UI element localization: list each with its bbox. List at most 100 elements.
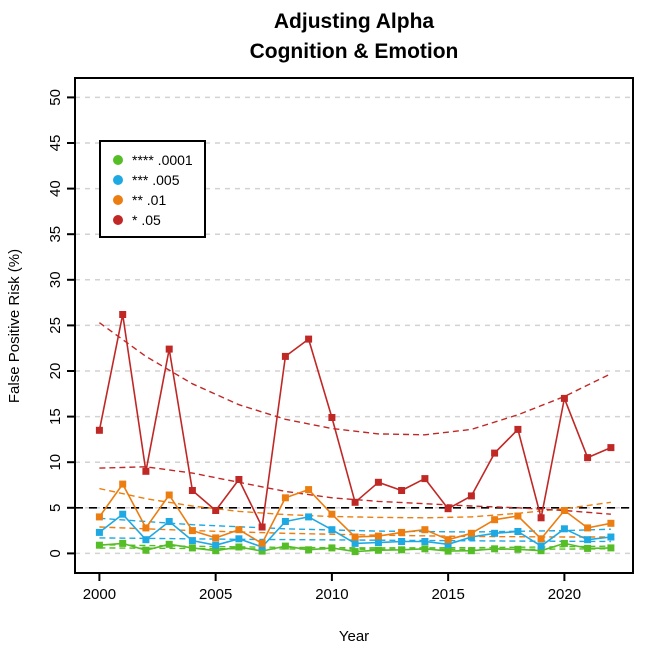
chart-title-line2: Cognition & Emotion bbox=[249, 40, 459, 63]
data-point-alpha-0001-2007 bbox=[258, 547, 266, 555]
data-point-alpha-01-2002 bbox=[142, 524, 150, 532]
data-point-alpha-005-2007 bbox=[258, 543, 266, 551]
data-point-alpha-05-2011 bbox=[351, 498, 359, 506]
data-point-alpha-05-2019 bbox=[537, 514, 545, 522]
data-point-alpha-005-2021 bbox=[584, 536, 592, 544]
data-point-alpha-01-2004 bbox=[188, 527, 196, 535]
data-point-alpha-01-2003 bbox=[165, 491, 173, 499]
data-point-alpha-01-2019 bbox=[537, 535, 545, 543]
y-tick-label-10: 10 bbox=[47, 454, 64, 471]
legend-label: ** .01 bbox=[132, 192, 167, 208]
legend-label: * .05 bbox=[132, 212, 161, 228]
data-point-alpha-01-2000 bbox=[95, 513, 103, 521]
data-point-alpha-05-2008 bbox=[281, 352, 289, 360]
data-point-alpha-0001-2006 bbox=[235, 543, 243, 551]
data-point-alpha-005-2000 bbox=[95, 528, 103, 536]
y-tick-label-20: 20 bbox=[47, 363, 64, 380]
data-point-alpha-0001-2001 bbox=[119, 539, 127, 547]
data-point-alpha-005-2010 bbox=[328, 526, 336, 534]
y-tick-label-50: 50 bbox=[47, 89, 64, 106]
data-point-alpha-05-2006 bbox=[235, 476, 243, 483]
data-point-alpha-0001-2017 bbox=[491, 545, 499, 553]
y-tick-label-0: 0 bbox=[47, 549, 64, 557]
data-point-alpha-005-2011 bbox=[351, 539, 359, 547]
data-point-alpha-01-2017 bbox=[491, 516, 499, 524]
data-point-alpha-005-2006 bbox=[235, 535, 243, 543]
data-point-alpha-05-2013 bbox=[398, 487, 406, 494]
data-point-alpha-005-2020 bbox=[560, 525, 568, 533]
data-point-alpha-0001-2014 bbox=[421, 545, 429, 553]
legend-item-05: * .05 bbox=[101, 210, 204, 230]
data-point-alpha-0001-2019 bbox=[537, 547, 545, 555]
data-point-alpha-005-2012 bbox=[374, 539, 382, 546]
data-point-alpha-01-2006 bbox=[235, 526, 243, 534]
data-point-alpha-0001-2009 bbox=[305, 546, 313, 554]
data-point-alpha-005-2017 bbox=[491, 529, 499, 537]
legend-label: **** .0001 bbox=[132, 152, 193, 168]
trend-curve-alpha-005-1 bbox=[99, 517, 611, 533]
data-point-alpha-0001-2002 bbox=[142, 546, 150, 554]
data-point-alpha-005-2015 bbox=[444, 540, 452, 548]
data-point-alpha-01-2015 bbox=[444, 536, 452, 544]
data-point-alpha-0001-2022 bbox=[607, 544, 615, 552]
data-point-alpha-005-2004 bbox=[188, 537, 196, 545]
data-point-alpha-0001-2004 bbox=[188, 544, 196, 552]
data-point-alpha-005-2022 bbox=[607, 533, 615, 541]
legend-marker-icon bbox=[113, 195, 123, 205]
x-tick-label-2015: 2015 bbox=[431, 586, 464, 603]
y-tick-label-30: 30 bbox=[47, 271, 64, 288]
x-tick-label-2010: 2010 bbox=[315, 586, 348, 603]
y-tick-label-5: 5 bbox=[47, 504, 64, 512]
legend-marker-icon bbox=[113, 175, 123, 185]
y-axis-title: False Positive Risk (%) bbox=[6, 248, 23, 404]
data-point-alpha-0001-2018 bbox=[514, 545, 522, 553]
y-tick-label-15: 15 bbox=[47, 408, 64, 425]
data-point-alpha-01-2021 bbox=[584, 524, 592, 532]
data-point-alpha-0001-2015 bbox=[444, 547, 452, 555]
data-point-alpha-0001-2011 bbox=[351, 548, 359, 556]
data-point-alpha-05-2021 bbox=[584, 454, 592, 462]
data-point-alpha-0001-2000 bbox=[95, 541, 103, 549]
chart-title: Adjusting Alpha Cognition & Emotion bbox=[75, 7, 633, 67]
data-point-alpha-005-2002 bbox=[142, 536, 150, 544]
data-point-alpha-05-2002 bbox=[142, 467, 150, 475]
data-point-alpha-05-2016 bbox=[467, 492, 475, 500]
data-point-alpha-05-2012 bbox=[374, 478, 382, 486]
data-point-alpha-005-2018 bbox=[514, 528, 522, 535]
legend-marker-icon bbox=[113, 155, 123, 165]
data-point-alpha-005-2001 bbox=[119, 510, 127, 518]
data-point-alpha-0001-2008 bbox=[281, 542, 289, 550]
data-point-alpha-01-2010 bbox=[328, 510, 336, 518]
legend-marker-icon bbox=[113, 215, 123, 225]
data-point-alpha-005-2005 bbox=[212, 541, 220, 549]
data-point-alpha-01-2020 bbox=[560, 507, 568, 514]
data-point-alpha-01-2001 bbox=[119, 480, 127, 488]
data-point-alpha-05-2015 bbox=[444, 505, 452, 513]
x-tick-label-2005: 2005 bbox=[199, 586, 232, 603]
trend-curve-alpha-05-2 bbox=[99, 466, 611, 515]
x-axis-title: Year bbox=[338, 628, 370, 645]
trend-curve-alpha-05-1 bbox=[98, 322, 612, 436]
data-point-alpha-005-2016 bbox=[467, 533, 475, 541]
data-point-alpha-05-2000 bbox=[95, 426, 103, 434]
data-point-alpha-05-2005 bbox=[212, 507, 220, 514]
legend-item-01: ** .01 bbox=[101, 190, 204, 210]
legend-item-005: *** .005 bbox=[101, 170, 204, 190]
data-point-alpha-005-2008 bbox=[281, 518, 289, 525]
data-point-alpha-0001-2005 bbox=[212, 547, 220, 555]
data-point-alpha-05-2022 bbox=[607, 444, 615, 452]
x-tick-label-2000: 2000 bbox=[83, 586, 116, 603]
data-point-alpha-005-2003 bbox=[165, 518, 173, 525]
legend: **** .0001 *** .005 ** .01 * .05 bbox=[99, 140, 206, 238]
data-point-alpha-05-2010 bbox=[328, 414, 336, 421]
x-tick-label-2020: 2020 bbox=[548, 586, 581, 603]
data-point-alpha-05-2001 bbox=[119, 311, 127, 318]
data-point-alpha-05-2004 bbox=[188, 487, 196, 494]
data-point-alpha-0001-2003 bbox=[165, 540, 173, 548]
data-point-alpha-0001-2010 bbox=[328, 544, 336, 552]
data-point-alpha-01-2013 bbox=[398, 528, 406, 536]
series-line-alpha-05 bbox=[98, 313, 612, 528]
data-point-alpha-01-2022 bbox=[607, 519, 615, 527]
